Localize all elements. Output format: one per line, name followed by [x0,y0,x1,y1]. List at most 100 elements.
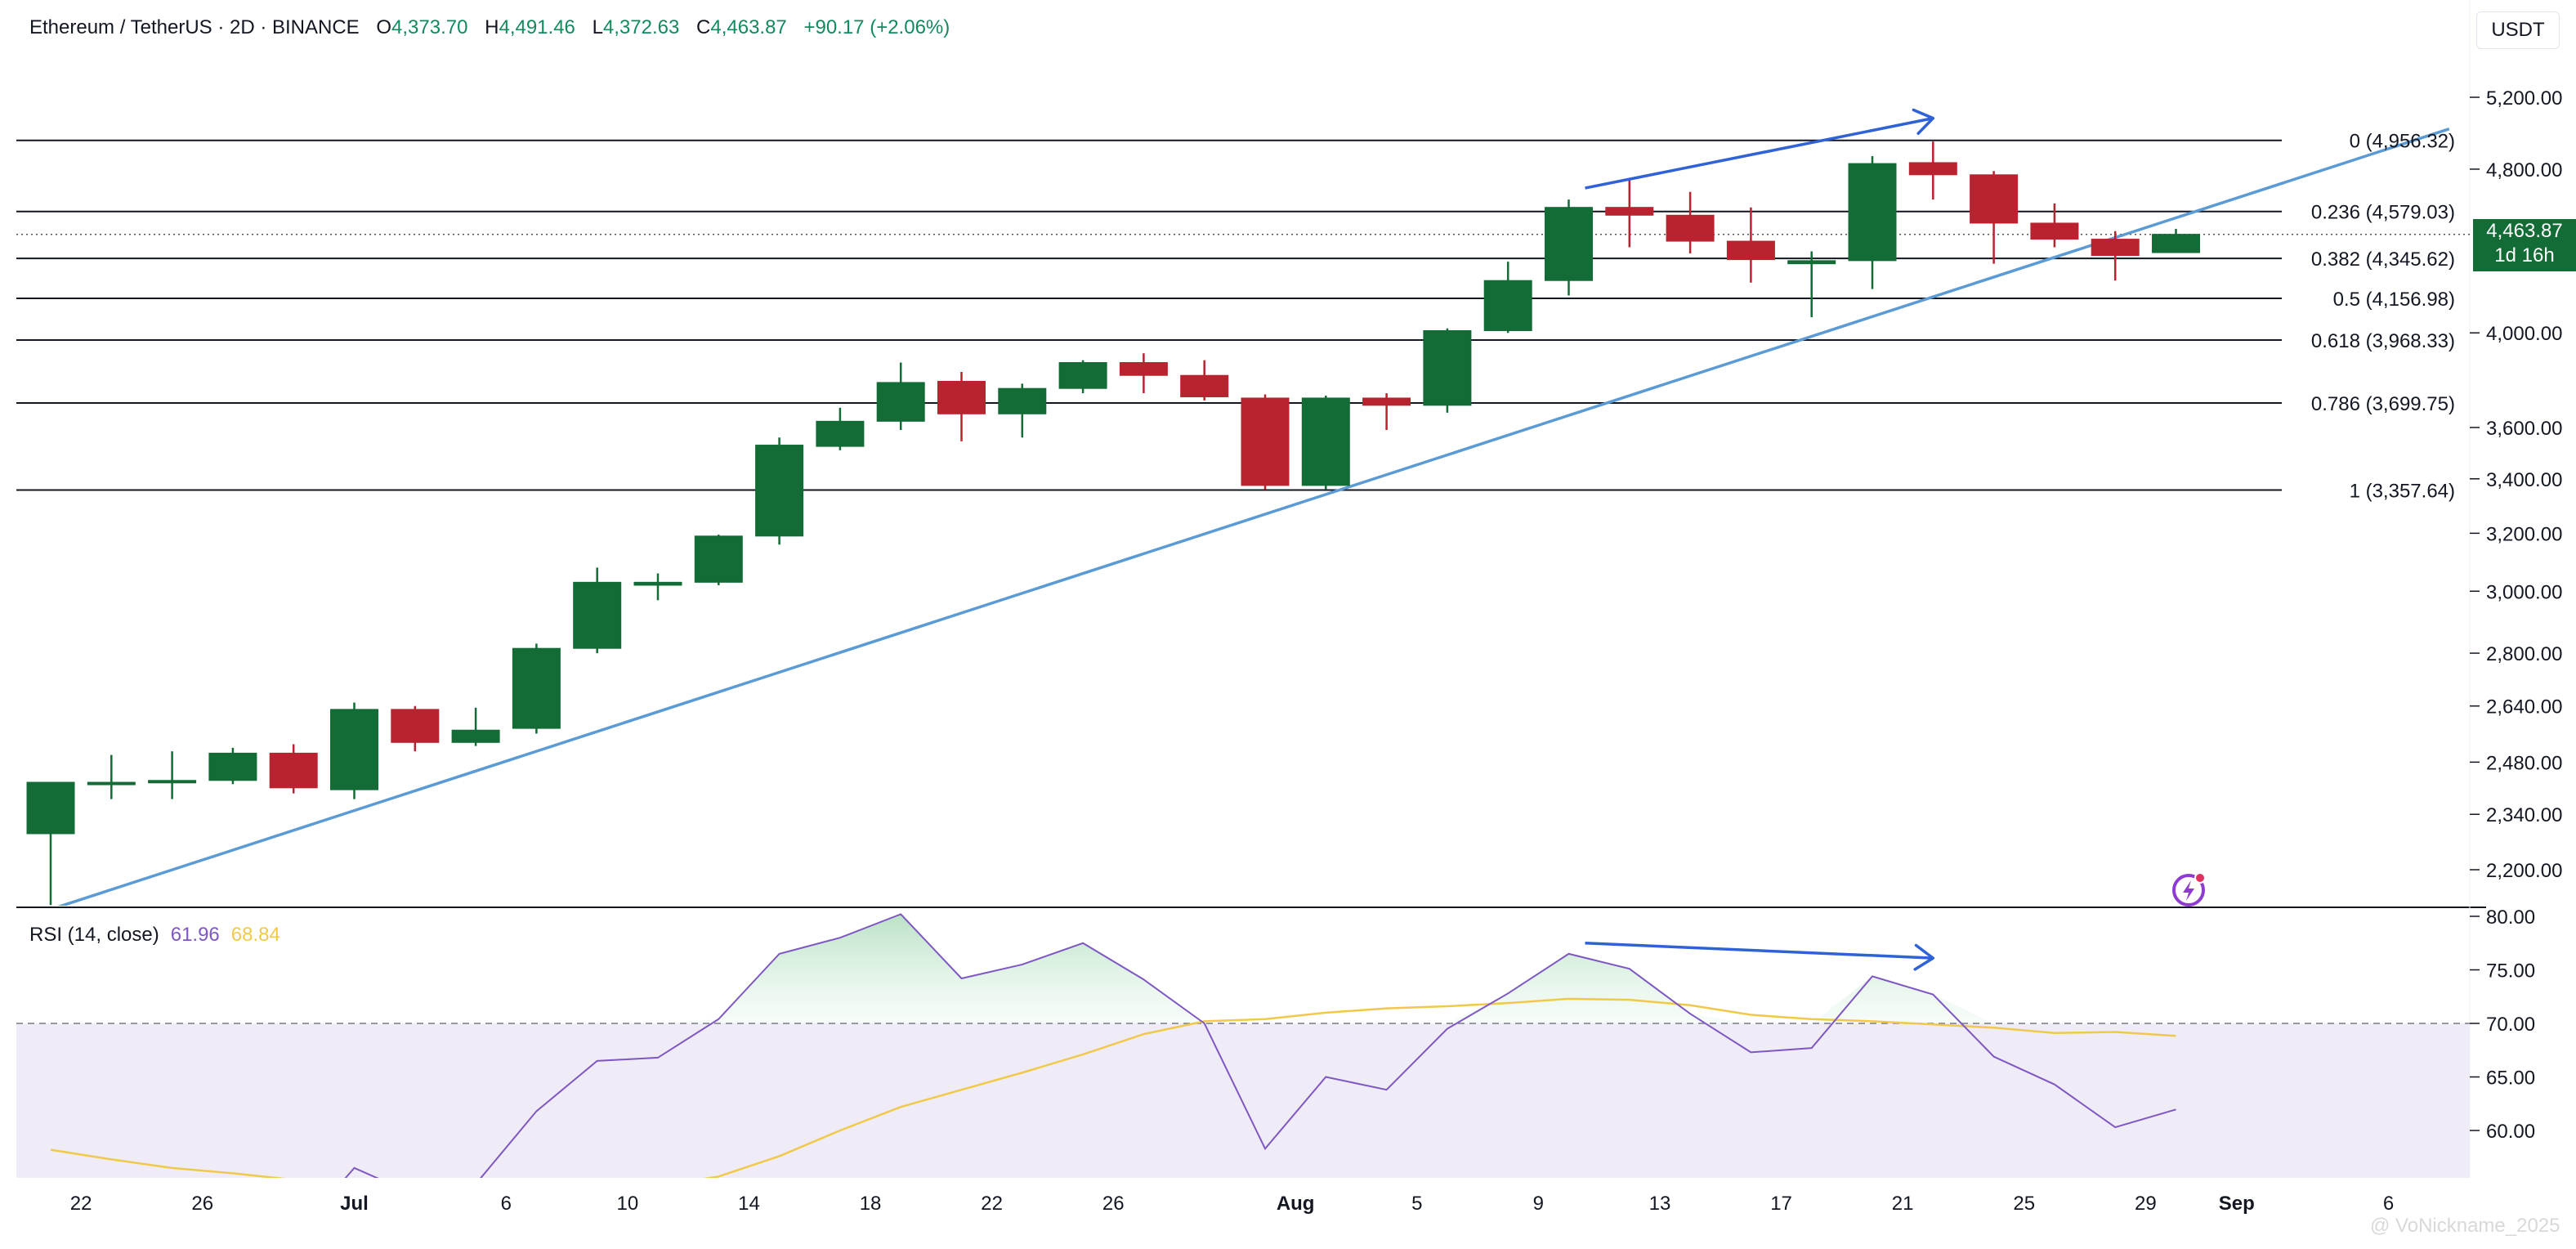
rsi-axis-tick: 70.00 [2486,1014,2535,1036]
bar-countdown: 1d 16h [2494,244,2555,266]
candle-body [694,535,743,583]
candle-body [2030,222,2079,240]
rsi-ma-line [50,997,2176,1178]
candle-body [937,380,986,414]
candle [2030,203,2079,248]
candle-body [1301,397,1350,486]
candle [2152,229,2200,253]
time-axis-tick: 18 [860,1193,882,1215]
candle-body [26,781,75,835]
candle [1605,178,1654,248]
candle [1908,141,1957,200]
rsi-band [16,1023,2470,1178]
rsi-ma-value: 68.84 [230,924,280,946]
price-axis-tick: 2,480.00 [2486,752,2562,774]
candle [391,705,440,752]
candle [998,383,1047,438]
rsi-divergence-arrow-shaft [1585,942,1934,960]
candle-body [1423,329,1472,406]
lightning-bolt-icon[interactable] [2171,871,2208,908]
candle [2091,231,2140,281]
time-axis-tick: 5 [1411,1193,1422,1215]
candle-body [1726,240,1775,261]
candle [1787,251,1836,318]
time-axis-tick: 26 [191,1193,213,1215]
candle-body [2152,234,2200,253]
candle [1848,156,1897,289]
price-axis-tick: 4,800.00 [2486,159,2562,181]
rsi-axis-tick: 65.00 [2486,1068,2535,1090]
candle [573,567,622,654]
price-divergence-arrow-shaft [1585,116,1934,190]
candle [755,437,804,545]
candle [269,744,318,794]
candle [633,573,682,601]
currency-unit-button[interactable]: USDT [2476,11,2560,49]
candle [451,707,500,746]
price-axis-tick: 2,640.00 [2486,696,2562,719]
open-value: 4,373.70 [391,16,468,38]
candle-body [208,752,257,781]
candle [1423,328,1472,413]
price-axis-tick: 3,200.00 [2486,523,2562,545]
candle [1970,171,2019,264]
candle-body [512,647,561,729]
fib-level-label: 1 (3,357.64) [2350,481,2455,503]
candle [1483,262,1532,334]
rsi-divergence-arrow-head [1913,943,1935,971]
time-axis-tick: 22 [70,1193,92,1215]
candle [694,535,743,585]
rsi-divergence-arrow [1585,942,1935,971]
candle-body [1180,374,1229,397]
candle-body [1119,362,1168,376]
candle [1545,199,1593,296]
candle-body [1483,280,1532,331]
rsi-value: 61.96 [170,924,220,946]
candle [1666,191,1715,254]
candle-body [1362,397,1411,406]
time-axis-tick: 25 [2013,1193,2035,1215]
price-axis-tick: 5,200.00 [2486,87,2562,110]
price-axis-tick: 2,800.00 [2486,643,2562,665]
open-label: O [376,16,392,38]
rsi-axis-tick: 75.00 [2486,960,2535,983]
time-axis-tick: 13 [1649,1193,1671,1215]
candle-body [1605,207,1654,216]
candle [816,407,865,450]
rsi-axis-tick: 80.00 [2486,907,2535,929]
rsi-legend: RSI (14, close) 61.96 68.84 [29,924,280,947]
close-label: C [696,16,711,38]
candle-body [269,752,318,789]
watermark-text: @ VoNickname_2025 [2370,1215,2560,1237]
candle-body [148,780,197,784]
time-axis-tick: 17 [1770,1193,1792,1215]
candle-body [1848,163,1897,262]
candle [148,751,197,799]
time-axis-tick: 14 [738,1193,760,1215]
fib-level-label: 0.618 (3,968.33) [2311,330,2455,352]
last-price-tag: 4,463.87 1d 16h [2473,219,2576,271]
rsi-axis-tick: 60.00 [2486,1121,2535,1143]
fib-level-label: 0 (4,956.32) [2350,131,2455,153]
time-axis-tick: 29 [2135,1193,2157,1215]
candle-body [391,709,440,743]
time-axis-tick: Jul [340,1193,369,1215]
chart-header: Ethereum / TetherUS · 2D · BINANCE O4,37… [29,16,950,39]
candle [937,371,986,441]
candle [1726,207,1775,283]
candle-body [2091,239,2140,257]
candle-body [1970,174,2019,224]
candle [1058,360,1107,394]
candle-body [330,709,378,790]
time-axis-tick: 22 [981,1193,1003,1215]
price-axis-tick: 2,340.00 [2486,804,2562,826]
time-axis-tick: 21 [1892,1193,1914,1215]
candle-body [1241,397,1290,486]
change-value: +90.17 (+2.06%) [803,16,950,38]
price-divergence-arrow [1585,108,1935,190]
candle [208,747,257,785]
support-trendline [57,128,2450,906]
candle [1301,396,1350,490]
fib-level-label: 0.786 (3,699.75) [2311,393,2455,415]
